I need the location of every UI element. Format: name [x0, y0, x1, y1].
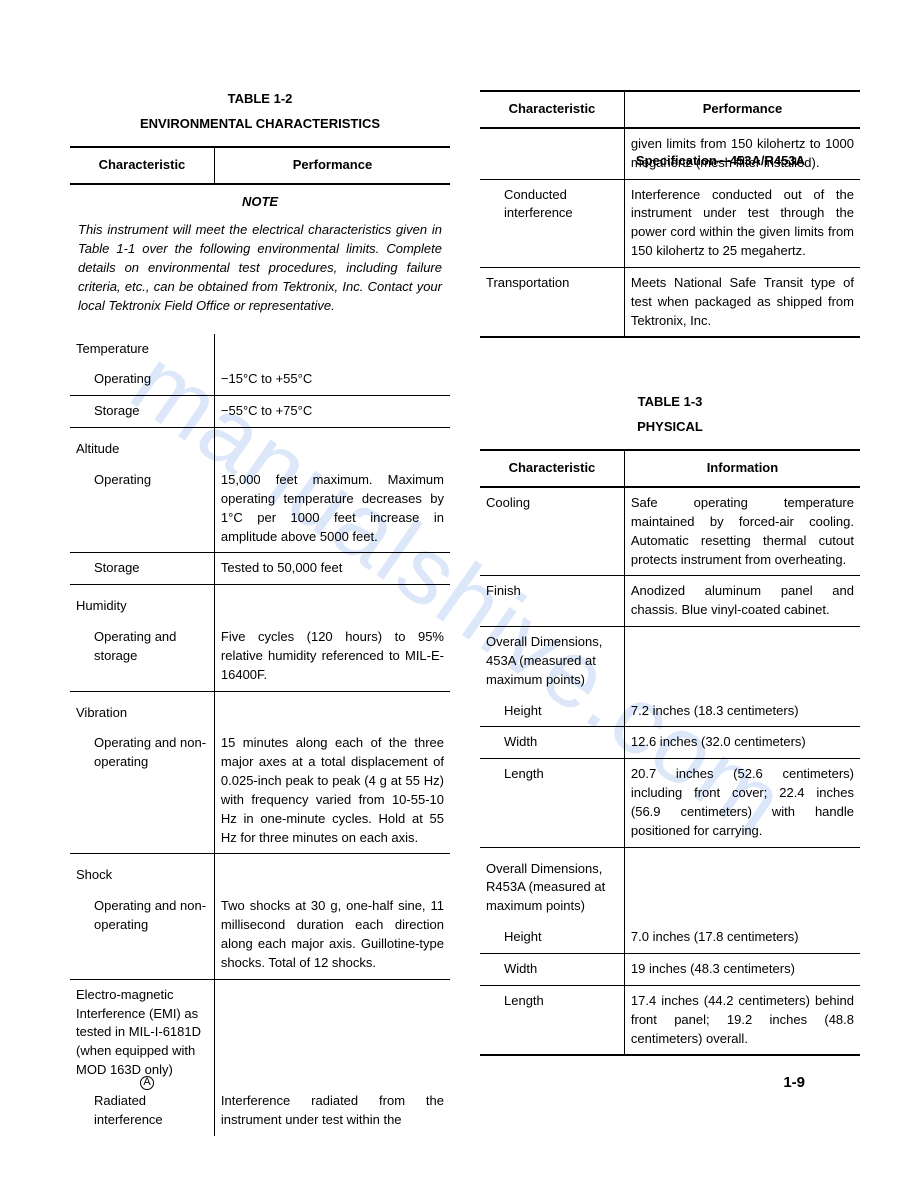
page-footer: A 1-9 [140, 1072, 805, 1094]
table12-col1-header: Characteristic [70, 147, 214, 184]
table13-col1-header: Characteristic [480, 450, 624, 487]
table-row-characteristic: Conducted interference [480, 179, 624, 267]
two-column-layout: TABLE 1-2 ENVIRONMENTAL CHARACTERISTICS … [70, 90, 860, 1136]
table13: Characteristic Information CoolingSafe o… [480, 449, 860, 1056]
table-row-characteristic: Storage [70, 553, 214, 585]
table-row-performance: Meets National Safe Transit type of test… [624, 267, 860, 337]
page-content: Specification—453A/R453A TABLE 1-2 ENVIR… [70, 90, 860, 1136]
table-row-performance [214, 585, 450, 622]
table-row-performance: Anodized aluminum panel and chassis. Blu… [624, 576, 860, 627]
table-row-characteristic: Altitude [70, 428, 214, 465]
table12-title: ENVIRONMENTAL CHARACTERISTICS [70, 115, 450, 134]
right-column: Characteristic Performance given limits … [480, 90, 860, 1136]
table-row-performance: 7.0 inches (17.8 centimeters) [624, 922, 860, 953]
table-row-characteristic: Operating [70, 465, 214, 553]
table12-col2-header: Performance [214, 147, 450, 184]
table-row-performance: −15°C to +55°C [214, 364, 450, 395]
table13-title: PHYSICAL [480, 418, 860, 437]
table-row-characteristic: Length [480, 759, 624, 847]
table-row-performance [624, 847, 860, 922]
table-row-performance: Five cycles (120 hours) to 95% relative … [214, 622, 450, 691]
table-row-performance: Tested to 50,000 feet [214, 553, 450, 585]
table-row-characteristic: Operating and non-operating [70, 728, 214, 854]
header-spec: Specification—453A/R453A [636, 152, 805, 171]
table12-col2-header-r: Performance [624, 91, 860, 128]
table-row-performance: 20.7 inches (52.6 centimeters) including… [624, 759, 860, 847]
table12-header-cont: Characteristic Performance given limits … [480, 90, 860, 338]
table-row-characteristic [480, 128, 624, 179]
table-row-characteristic: Height [480, 922, 624, 953]
table-row-characteristic: Temperature [70, 334, 214, 365]
table-row-characteristic: Shock [70, 854, 214, 891]
table-row-performance [624, 627, 860, 696]
note-label: NOTE [70, 193, 450, 212]
table12-body-left: TemperatureOperating−15°C to +55°CStorag… [70, 334, 450, 1136]
table-row-characteristic: Humidity [70, 585, 214, 622]
page-number: 1-9 [783, 1072, 805, 1094]
note-body: This instrument will meet the electrical… [78, 221, 442, 315]
footer-mark: A [140, 1076, 154, 1090]
table-row-characteristic: Cooling [480, 487, 624, 576]
table-row-characteristic: Width [480, 954, 624, 986]
table-row-performance: Two shocks at 30 g, one-half sine, 11 mi… [214, 891, 450, 979]
table-row-characteristic: Height [480, 696, 624, 727]
table-row-characteristic: Length [480, 985, 624, 1055]
table12-number: TABLE 1-2 [70, 90, 450, 109]
table-row-performance: Safe operating temperature maintained by… [624, 487, 860, 576]
table-row-performance: 7.2 inches (18.3 centimeters) [624, 696, 860, 727]
table-row-performance [214, 691, 450, 728]
table-row-characteristic: Overall Dimensions, 453A (measured at ma… [480, 627, 624, 696]
table-row-performance: 17.4 inches (44.2 centimeters) behind fr… [624, 985, 860, 1055]
table-row-characteristic: Operating and non-operating [70, 891, 214, 979]
table-row-performance: 15 minutes along each of the three major… [214, 728, 450, 854]
table-row-characteristic: Overall Dimensions, R453A (measured at m… [480, 847, 624, 922]
table-row-characteristic: Electro-magnetic Interference (EMI) as t… [70, 979, 214, 1086]
table-row-characteristic: Operating [70, 364, 214, 395]
table-row-performance: Interference conducted out of the instru… [624, 179, 860, 267]
table-row-performance [214, 979, 450, 1086]
table-row-performance: 15,000 feet maximum. Maximum operating t… [214, 465, 450, 553]
table-row-characteristic: Vibration [70, 691, 214, 728]
table-row-characteristic: Transportation [480, 267, 624, 337]
table-row-characteristic: Width [480, 727, 624, 759]
table12-col1-header-r: Characteristic [480, 91, 624, 128]
table-row-performance [214, 334, 450, 365]
table-row-performance [214, 428, 450, 465]
table-row-performance: −55°C to +75°C [214, 396, 450, 428]
table13-number: TABLE 1-3 [480, 393, 860, 412]
table-row-performance [214, 854, 450, 891]
table13-col2-header: Information [624, 450, 860, 487]
table-row-characteristic: Storage [70, 396, 214, 428]
left-column: TABLE 1-2 ENVIRONMENTAL CHARACTERISTICS … [70, 90, 450, 1136]
table-row-performance: 19 inches (48.3 centimeters) [624, 954, 860, 986]
table-row-performance: 12.6 inches (32.0 centimeters) [624, 727, 860, 759]
table-row-characteristic: Operating and storage [70, 622, 214, 691]
table-row-characteristic: Finish [480, 576, 624, 627]
table12-header: Characteristic Performance [70, 146, 450, 185]
